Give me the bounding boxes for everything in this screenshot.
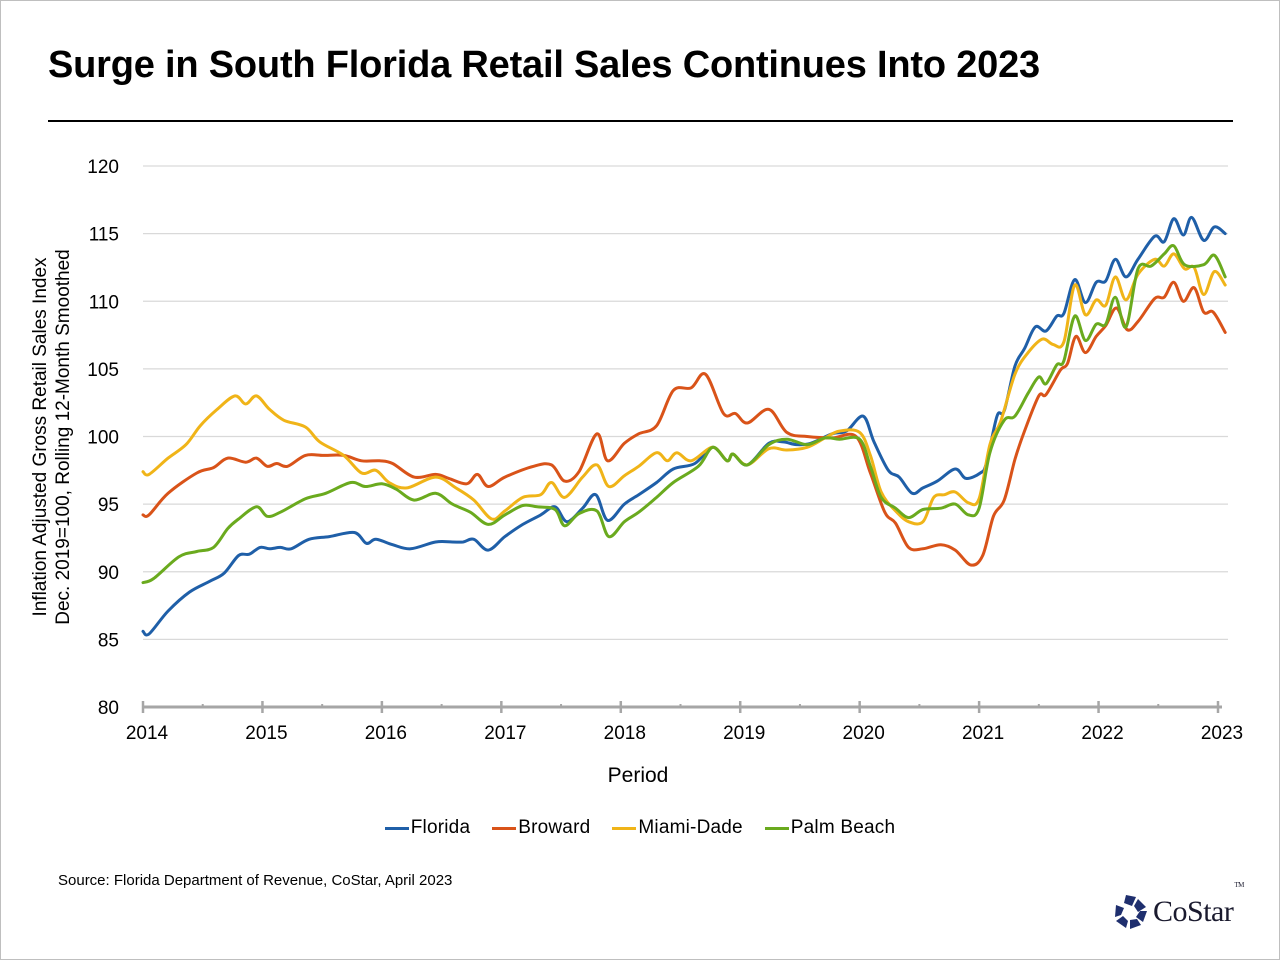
legend-swatch bbox=[764, 826, 789, 830]
y-tick-label: 120 bbox=[87, 157, 119, 178]
legend-item-florida: Florida bbox=[384, 817, 471, 839]
legend-item-palm-beach: Palm Beach bbox=[764, 817, 896, 839]
y-tick-label: 100 bbox=[87, 428, 119, 449]
x-tick-label: 2014 bbox=[126, 723, 169, 744]
x-tick-labels: 2014 2015 2016 2017 2018 2019 2020 2021 2022 2023 bbox=[126, 723, 1243, 744]
line-chart: 80 85 90 95 100 105 110 115 120 2014 2015 2016 2017… bbox=[87, 157, 1243, 787]
y-tick-label: 80 bbox=[98, 698, 119, 719]
y-tick-label: 110 bbox=[89, 292, 119, 313]
legend-label: Broward bbox=[518, 817, 591, 838]
legend-label: Florida bbox=[410, 817, 471, 838]
legend-swatch bbox=[384, 826, 409, 830]
costar-star-icon bbox=[1115, 895, 1147, 929]
x-axis bbox=[141, 701, 1222, 713]
legend-swatch bbox=[492, 826, 517, 830]
y-tick-label: 115 bbox=[89, 225, 119, 246]
y-tick-label: 95 bbox=[98, 495, 119, 516]
legend-label: Palm Beach bbox=[790, 817, 896, 838]
series-lines bbox=[141, 215, 1227, 637]
legend-swatch bbox=[612, 826, 637, 830]
y-tick-label: 90 bbox=[98, 563, 119, 584]
source-note: Source: Florida Department of Revenue, C… bbox=[58, 872, 453, 889]
x-tick-label: 2023 bbox=[1201, 723, 1243, 744]
x-tick-label: 2021 bbox=[962, 723, 1004, 744]
trademark-mark: TM bbox=[1234, 881, 1244, 889]
x-tick-label: 2019 bbox=[723, 723, 765, 744]
costar-logo-text: CoStarTM bbox=[1153, 881, 1244, 929]
legend-item-broward: Broward bbox=[492, 817, 590, 839]
x-axis-label: Period bbox=[608, 764, 669, 787]
costar-logo: CoStarTM bbox=[1113, 881, 1244, 931]
x-tick-label: 2016 bbox=[365, 723, 407, 744]
y-tick-label: 85 bbox=[98, 630, 119, 651]
legend-label: Miami-Dade bbox=[638, 817, 743, 838]
y-tick-labels: 80 85 90 95 100 105 110 115 120 bbox=[87, 157, 119, 719]
logo-wordmark: CoStar bbox=[1153, 895, 1234, 928]
x-tick-label: 2018 bbox=[604, 723, 646, 744]
x-tick-label: 2022 bbox=[1081, 723, 1123, 744]
x-tick-label: 2020 bbox=[843, 723, 885, 744]
series-line-palm-beach bbox=[141, 244, 1227, 585]
title-divider bbox=[48, 120, 1233, 122]
legend: Florida Broward Miami-Dade Palm Beach bbox=[0, 817, 1280, 839]
series-line-broward bbox=[141, 280, 1227, 567]
legend-item-miami-dade: Miami-Dade bbox=[612, 817, 743, 839]
x-tick-label: 2015 bbox=[245, 723, 287, 744]
gridlines bbox=[143, 165, 1228, 641]
x-tick-label: 2017 bbox=[484, 723, 526, 744]
chart-title: Surge in South Florida Retail Sales Cont… bbox=[48, 44, 1040, 86]
y-tick-label: 105 bbox=[87, 360, 119, 381]
